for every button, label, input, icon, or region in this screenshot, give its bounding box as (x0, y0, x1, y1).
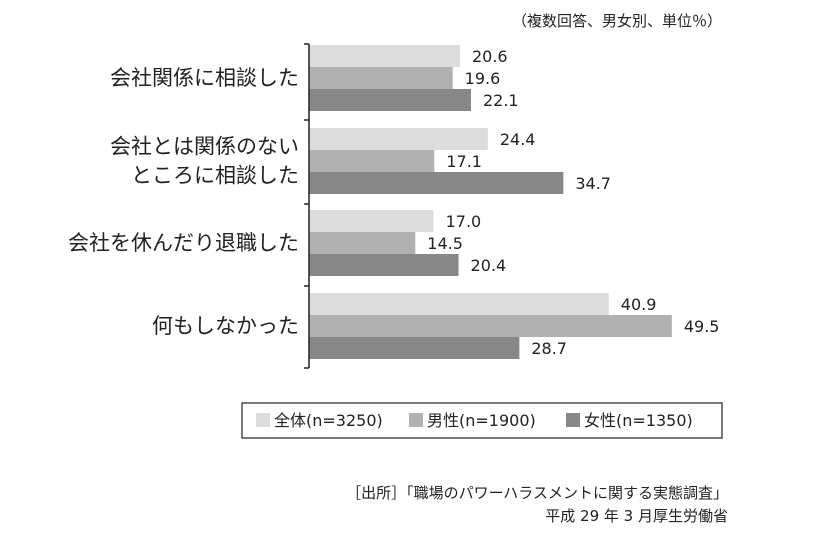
category-label: 会社関係に相談した (110, 66, 299, 90)
value-label: 28.7 (531, 339, 567, 358)
legend-label: 全体(n=3250) (274, 411, 383, 430)
value-label: 49.5 (684, 317, 720, 336)
bar (309, 210, 434, 232)
bar (309, 293, 609, 315)
bar (309, 89, 471, 111)
value-label: 17.1 (446, 152, 482, 171)
value-label: 20.4 (471, 256, 507, 275)
source-line-1: ［出所］「職場のパワーハラスメントに関する実態調査」 (346, 484, 728, 502)
value-label: 40.9 (621, 295, 657, 314)
value-label: 22.1 (483, 91, 519, 110)
category-labels-layer: 会社関係に相談した会社とは関係のないところに相談した会社を休んだり退職した何もし… (68, 66, 299, 338)
bar (309, 172, 564, 194)
bar (309, 67, 453, 89)
bars-layer (309, 45, 672, 359)
value-label: 14.5 (427, 234, 463, 253)
unit-note: （複数回答、男女別、単位％） (512, 12, 722, 30)
bar (309, 315, 672, 337)
category-label: 会社とは関係のない (110, 135, 299, 159)
value-label: 17.0 (446, 212, 482, 231)
legend-swatch (256, 413, 270, 427)
legend-label: 女性(n=1350) (584, 411, 693, 430)
bar (309, 254, 459, 276)
category-label: 会社を休んだり退職した (68, 231, 299, 255)
source-line-2: 平成 29 年 3 月厚生労働省 (545, 507, 728, 525)
bar (309, 45, 460, 67)
value-label: 20.6 (472, 47, 508, 66)
bar (309, 337, 520, 359)
bar (309, 150, 435, 172)
value-label: 34.7 (575, 174, 611, 193)
legend-swatch (566, 413, 580, 427)
value-labels-layer: 20.6 19.6 22.1 24.4 17.1 34.7 17.0 14.5 20.4 40.9… (427, 47, 719, 358)
bar (309, 232, 416, 254)
legend-label: 男性(n=1900) (427, 411, 536, 430)
legend: 全体(n=3250) 男性(n=1900) 女性(n=1350) (241, 402, 723, 439)
legend-box (241, 402, 723, 439)
axis-ticks (304, 43, 309, 369)
value-label: 19.6 (465, 69, 501, 88)
category-label: 何もしなかった (152, 314, 299, 338)
category-label: ところに相談した (131, 164, 299, 188)
bar (309, 128, 488, 150)
value-label: 24.4 (500, 130, 536, 149)
legend-swatch (409, 413, 423, 427)
